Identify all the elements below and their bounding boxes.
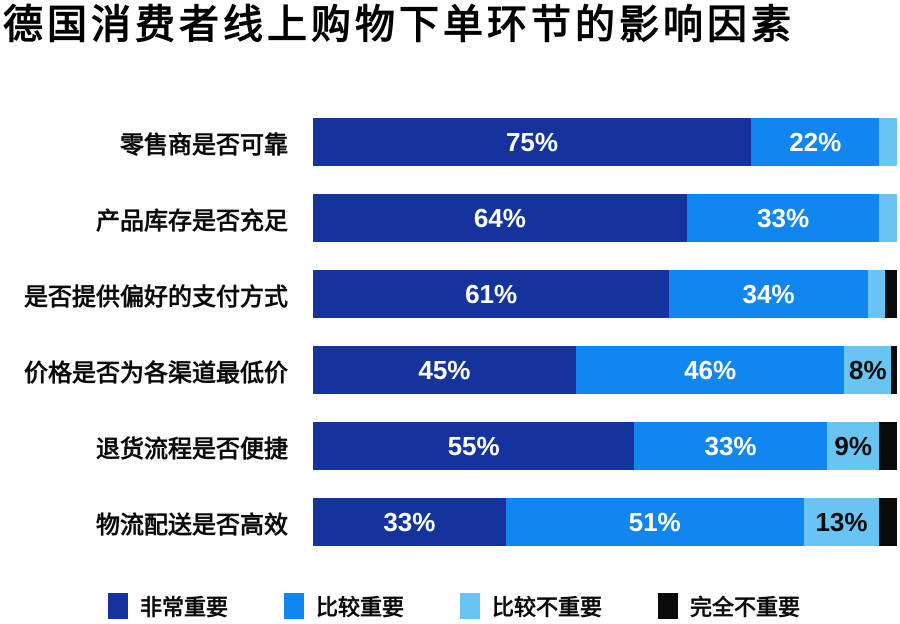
- legend-item-very-important: 非常重要: [108, 590, 228, 622]
- category-label: 价格是否为各渠道最低价: [24, 359, 288, 387]
- legend: 非常重要 比较重要 比较不重要 完全不重要: [108, 590, 800, 622]
- bar-segment-less-important: [879, 118, 897, 166]
- bar-segment-less-important: [879, 194, 897, 242]
- bar: 33% 51% 13%: [313, 498, 897, 546]
- bar-segment-fairly-important: 34%: [669, 270, 868, 318]
- bar-segment-less-important: 9%: [826, 422, 880, 470]
- segment-value-label: 33%: [383, 506, 436, 537]
- bar-row: 物流配送是否高效 33% 51% 13%: [0, 498, 900, 546]
- bar: 45% 46% 8%: [313, 346, 897, 394]
- category-label: 是否提供偏好的支付方式: [24, 283, 288, 311]
- bar-segment-not-important: [885, 270, 897, 318]
- bar-row: 零售商是否可靠 75% 22%: [0, 118, 900, 166]
- segment-value-label: 33%: [704, 430, 757, 461]
- bar-segment-not-important: [879, 498, 897, 546]
- segment-value-label: 75%: [505, 126, 559, 157]
- category-label: 退货流程是否便捷: [96, 435, 288, 463]
- bar-segment-very-important: 55%: [313, 422, 635, 470]
- bar-segment-very-important: 33%: [313, 498, 506, 546]
- bar-row: 退货流程是否便捷 55% 33% 9%: [0, 422, 900, 470]
- bar-segment-less-important: 13%: [803, 498, 880, 546]
- bar: 61% 34%: [313, 270, 897, 318]
- segment-value-label: 55%: [447, 430, 500, 461]
- legend-swatch-very-important: [108, 593, 128, 619]
- bar-segment-less-important: 8%: [844, 346, 892, 394]
- legend-item-less-important: 比较不重要: [460, 590, 602, 622]
- segment-value-label: 22%: [789, 126, 842, 157]
- bar: 75% 22%: [313, 118, 897, 166]
- bar: 55% 33% 9%: [313, 422, 897, 470]
- legend-item-not-important: 完全不重要: [658, 590, 800, 622]
- segment-value-label: 34%: [742, 278, 795, 309]
- legend-item-fairly-important: 比较重要: [284, 590, 404, 622]
- category-label: 物流配送是否高效: [96, 511, 288, 539]
- legend-label: 非常重要: [140, 595, 229, 620]
- bar-segment-not-important: [879, 422, 897, 470]
- segment-value-label: 46%: [684, 354, 737, 385]
- legend-swatch-less-important: [460, 593, 481, 619]
- bar-row: 价格是否为各渠道最低价 45% 46% 8%: [0, 346, 900, 394]
- bar-segment-not-important: [891, 346, 897, 394]
- bar-segment-less-important: [867, 270, 886, 318]
- segment-value-label: 13%: [815, 506, 868, 537]
- bar-row: 产品库存是否充足 64% 33%: [0, 194, 900, 242]
- bar-segment-fairly-important: 46%: [575, 346, 845, 394]
- legend-swatch-not-important: [658, 593, 679, 619]
- bar: 64% 33%: [313, 194, 897, 242]
- bar-segment-fairly-important: 33%: [634, 422, 827, 470]
- legend-label: 比较重要: [316, 595, 405, 620]
- bar-segment-very-important: 75%: [313, 118, 751, 166]
- category-label: 零售商是否可靠: [120, 131, 288, 159]
- bar-segment-very-important: 61%: [313, 270, 670, 318]
- bar-segment-fairly-important: 22%: [751, 118, 880, 166]
- bar-segment-fairly-important: 51%: [505, 498, 804, 546]
- legend-swatch-fairly-important: [284, 593, 305, 619]
- chart-title: 德国消费者线上购物下单环节的影响因素: [3, 3, 795, 47]
- bar-segment-very-important: 64%: [313, 194, 687, 242]
- bar-row: 是否提供偏好的支付方式 61% 34%: [0, 270, 900, 318]
- category-label: 产品库存是否充足: [96, 207, 288, 235]
- segment-value-label: 45%: [418, 354, 471, 385]
- legend-label: 完全不重要: [690, 595, 801, 620]
- segment-value-label: 61%: [465, 278, 518, 309]
- segment-value-label: 64%: [473, 202, 526, 233]
- segment-value-label: 9%: [834, 430, 872, 461]
- segment-value-label: 33%: [757, 202, 810, 233]
- legend-label: 比较不重要: [492, 595, 603, 620]
- segment-value-label: 51%: [628, 506, 681, 537]
- stacked-bar-chart: 零售商是否可靠 75% 22% 产品库存是否充足 64% 33% 是否提供偏好的…: [0, 118, 900, 574]
- segment-value-label: 8%: [848, 354, 887, 385]
- bar-segment-very-important: 45%: [313, 346, 576, 394]
- bar-segment-fairly-important: 33%: [686, 194, 880, 242]
